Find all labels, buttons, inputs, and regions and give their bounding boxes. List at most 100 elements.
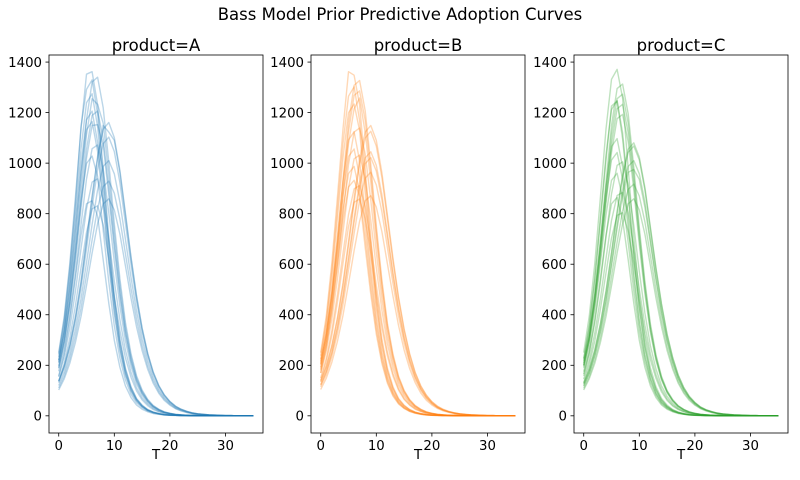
y-tick-label: 1000 [270, 157, 304, 172]
sample-curve [583, 211, 779, 417]
sample-curve [320, 156, 516, 417]
y-tick-label: 600 [17, 258, 42, 273]
sample-curve [58, 110, 254, 417]
sample-curve [58, 98, 254, 417]
x-tick-label: 20 [161, 439, 178, 454]
y-tick-label: 600 [542, 258, 567, 273]
sample-curve [320, 198, 516, 417]
y-tick-label: 1400 [8, 56, 42, 71]
subplot-product-a: product=A T 0 10 20 30 0 200 400 600 800 1000 1200… [8, 36, 264, 463]
sample-curve [320, 130, 516, 417]
plot-area-b: T 0 10 20 30 0 200 400 600 800 1000 1200 1400 [270, 54, 526, 463]
sample-curve [320, 148, 516, 417]
sample-curve [58, 200, 254, 417]
y-tick-label: 1000 [533, 157, 567, 172]
sample-curve [320, 71, 516, 417]
sample-curve [583, 93, 779, 417]
y-tick-label: 200 [279, 359, 304, 374]
sample-curve [583, 198, 779, 417]
sample-curve [320, 165, 516, 417]
sample-curve [58, 79, 254, 417]
sample-curve [320, 124, 516, 417]
sample-curve [58, 136, 254, 417]
y-tick-label: 200 [17, 359, 42, 374]
x-tick-label: 0 [579, 439, 587, 454]
subplot-b-title: product=B [373, 36, 463, 55]
y-tick-label: 1200 [8, 106, 42, 121]
sample-curve [583, 151, 779, 417]
x-tick-label: 30 [479, 439, 496, 454]
y-tick-label: 0 [296, 410, 304, 425]
x-tick-label: 30 [742, 439, 759, 454]
sample-curve [58, 159, 254, 417]
sample-curve [320, 194, 516, 417]
sample-curve [58, 110, 254, 417]
y-tick-label: 800 [17, 207, 42, 222]
sample-curve [58, 121, 254, 417]
y-tick-label: 1000 [8, 157, 42, 172]
sample-curve [583, 103, 779, 417]
x-axis-label-a: T [151, 448, 161, 463]
sample-curve [58, 93, 254, 417]
x-tick-label: 10 [106, 439, 123, 454]
sample-curve [583, 161, 779, 417]
subplot-product-c: product=C T 0 10 20 30 0 200 400 600 800 1000 1200… [533, 36, 789, 463]
y-tick-label: 400 [17, 308, 42, 323]
subplot-product-b: product=B T 0 10 20 30 0 200 400 600 800 1000 1200… [270, 36, 526, 463]
sample-curve [320, 97, 516, 417]
plot-area-c: T 0 10 20 30 0 200 400 600 800 1000 1200 1400 [533, 54, 789, 463]
axes-spines [310, 54, 526, 434]
x-axis-label-c: T [676, 448, 686, 463]
sample-curve [320, 79, 516, 417]
subplot-a-title: product=A [111, 36, 201, 55]
sample-curve [58, 205, 254, 417]
sample-curve [320, 179, 516, 417]
subplot-c-title: product=C [636, 36, 726, 55]
y-tick-label: 200 [542, 359, 567, 374]
sample-curve [320, 127, 516, 417]
sample-curve [58, 123, 254, 417]
x-tick-label: 10 [368, 439, 385, 454]
y-tick-label: 800 [542, 207, 567, 222]
x-tick-label: 20 [423, 439, 440, 454]
sample-curve [583, 83, 779, 417]
x-tick-label: 10 [631, 439, 648, 454]
x-tick-label: 20 [686, 439, 703, 454]
sample-curve [583, 183, 779, 417]
y-tick-label: 800 [279, 207, 304, 222]
axes-spines [573, 54, 789, 434]
sample-curve [320, 184, 516, 417]
sample-curve [320, 90, 516, 417]
sample-curve [58, 76, 254, 417]
sample-curve [58, 71, 254, 417]
sample-curve [583, 159, 779, 417]
sample-curve [583, 137, 779, 417]
plot-area-a: T 0 10 20 30 0 200 400 600 800 1000 1200 1400 [8, 54, 264, 463]
x-tick-label: 30 [217, 439, 234, 454]
sample-curve [583, 191, 779, 417]
x-tick-label: 0 [316, 439, 324, 454]
sample-curve [320, 86, 516, 417]
sample-curve [58, 124, 254, 417]
sample-curve [583, 100, 779, 417]
figure-title: Bass Model Prior Predictive Adoption Cur… [217, 5, 583, 24]
y-tick-label: 1400 [270, 56, 304, 71]
sample-curve [58, 198, 254, 417]
sample-curve [58, 120, 254, 417]
sample-curve [583, 113, 779, 417]
sample-curve [58, 178, 254, 417]
sample-curve [58, 180, 254, 417]
sample-curve [58, 155, 254, 417]
y-tick-label: 1200 [270, 106, 304, 121]
y-tick-label: 0 [559, 410, 567, 425]
x-tick-label: 0 [54, 439, 62, 454]
sample-curve [583, 168, 779, 417]
axes-spines [48, 54, 264, 434]
y-tick-label: 400 [279, 308, 304, 323]
sample-curve [320, 154, 516, 417]
sample-curve [320, 131, 516, 417]
y-tick-label: 1400 [533, 56, 567, 71]
sample-curve [320, 151, 516, 417]
sample-curve [583, 196, 779, 417]
